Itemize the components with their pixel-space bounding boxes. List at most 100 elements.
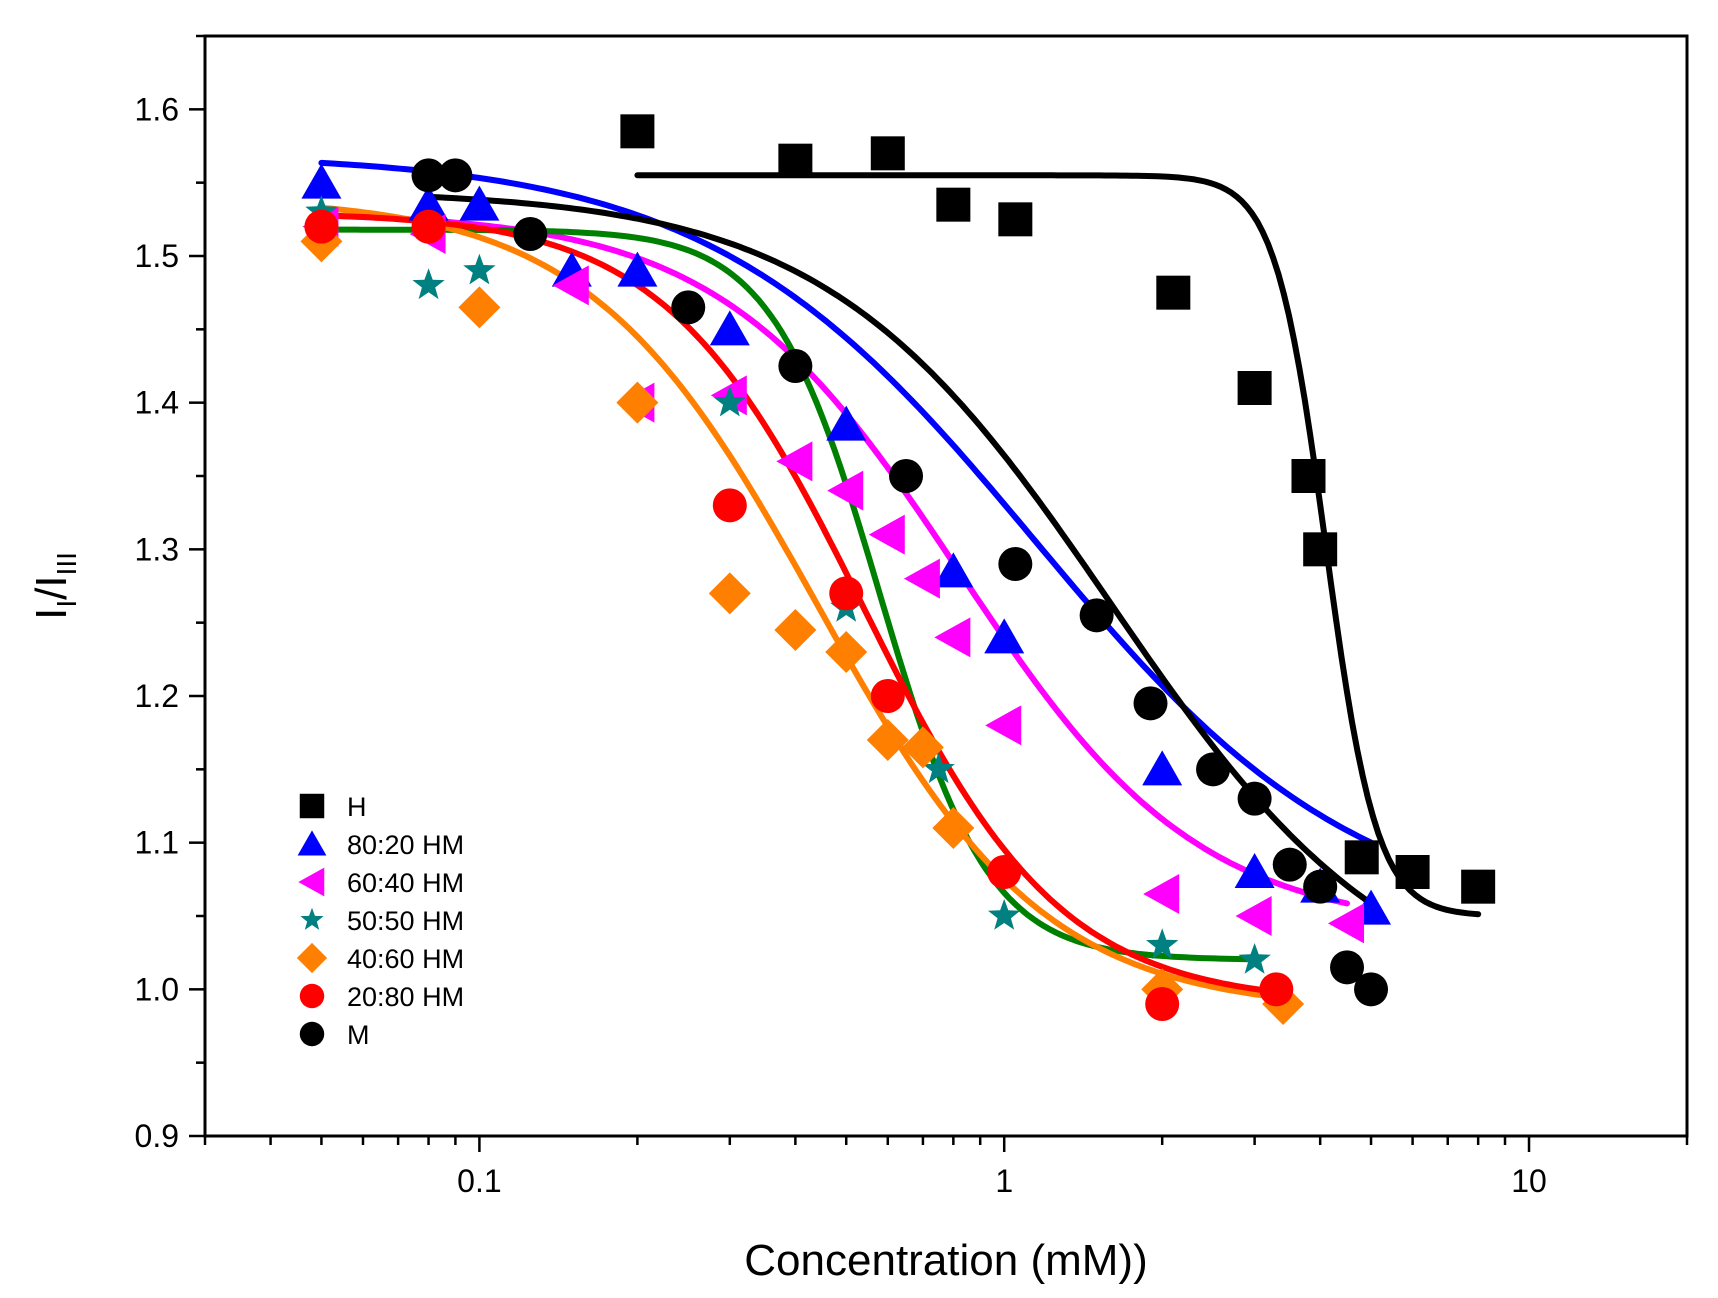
data-point-h (998, 202, 1033, 237)
legend-label-h: H (347, 792, 367, 822)
data-point-60-40-hm (985, 705, 1022, 746)
data-point-60-40-hm (1235, 896, 1272, 936)
legend-label-20-80-hm: 20:80 HM (347, 982, 464, 1012)
legend-marker-40-60-hm (296, 942, 328, 974)
data-point-h (1395, 855, 1430, 889)
data-point-60-40-hm (903, 558, 940, 599)
data-point-80-20-hm (709, 310, 750, 346)
legend-marker-20-80-hm (299, 983, 325, 1009)
y-axis-label-sub1: I (51, 600, 82, 608)
data-point-m (998, 547, 1033, 581)
data-point-h (1461, 869, 1496, 904)
x-axis-label: Concentration (mM)) (744, 1236, 1147, 1285)
fit-curve-60-40-hm (318, 212, 1350, 907)
legend: H 80:20 HM 60:40 HM 50:50 HM 40:60 HM 20:80 H… (296, 792, 464, 1050)
data-point-40-60-hm (825, 631, 868, 673)
data-point-m (438, 158, 473, 193)
fit-curve-40-60-hm (318, 204, 1287, 1001)
legend-marker-60-40-hm (298, 867, 325, 897)
data-point-60-40-hm (1143, 874, 1180, 914)
data-point-m (1133, 686, 1168, 721)
data-point-h (620, 114, 655, 149)
legend-label-60-40-hm: 60:40 HM (347, 868, 464, 898)
data-point-80-20-hm (984, 618, 1025, 654)
data-point-40-60-hm (708, 572, 751, 615)
x-tick-label: 0.1 (457, 1163, 501, 1199)
y-tick-label: 1.3 (135, 531, 179, 567)
data-point-20-80-hm (1259, 972, 1294, 1007)
legend-label-80-20-hm: 80:20 HM (347, 830, 464, 860)
fit-curve-h (634, 172, 1482, 918)
fit-curves (318, 159, 1482, 1001)
y-tick-label: 1.4 (135, 385, 179, 421)
legend-label-m: M (347, 1020, 370, 1050)
data-point-m (1272, 847, 1307, 882)
y-tick-label: 1.0 (135, 971, 179, 1007)
data-point-60-40-hm (776, 441, 813, 482)
data-point-40-60-hm (774, 609, 817, 651)
data-point-80-20-hm (1234, 853, 1275, 888)
y-tick-label: 1.5 (135, 238, 179, 274)
data-point-50-50-hm (1238, 943, 1271, 974)
plot-frame (203, 34, 1689, 1138)
fit-curve-m (425, 193, 1370, 904)
data-point-50-50-hm (988, 899, 1021, 930)
fit-curve-20-80-hm (318, 212, 1280, 995)
data-point-m (889, 459, 924, 493)
data-point-h (1344, 840, 1379, 875)
data-point-20-80-hm (304, 209, 339, 244)
data-point-80-20-hm (301, 163, 342, 199)
data-point-m (671, 290, 706, 325)
y-axis-label-main2: I (27, 575, 76, 587)
data-point-m (1354, 972, 1389, 1007)
data-point-m (411, 158, 446, 193)
legend-label-40-60-hm: 40:60 HM (347, 944, 464, 974)
y-tick-label: 1.6 (135, 91, 179, 127)
data-point-60-40-hm (1328, 903, 1365, 944)
data-point-20-80-hm (712, 488, 747, 523)
x-tick-label: 10 (1511, 1163, 1547, 1199)
data-point-m (1330, 950, 1365, 985)
data-point-50-50-hm (713, 385, 746, 417)
data-point-50-50-hm (412, 268, 445, 300)
data-point-20-80-hm (1145, 987, 1180, 1021)
data-point-50-50-hm (1146, 928, 1179, 960)
data-point-h (1156, 275, 1191, 310)
y-tick-label: 1.1 (135, 825, 179, 861)
data-point-80-20-hm (1142, 750, 1183, 786)
data-point-50-50-hm (922, 752, 955, 784)
data-point-m (1196, 752, 1231, 787)
data-point-80-20-hm (826, 405, 867, 441)
y-axis: 0.9 1.0 1.1 1.2 1.3 1.4 1.5 1.6 (135, 34, 205, 1154)
data-point-40-60-hm (932, 807, 975, 849)
data-point-h (1303, 532, 1338, 567)
data-point-h (1291, 459, 1326, 493)
data-point-80-20-hm (933, 552, 974, 588)
data-point-m (513, 217, 548, 251)
data-point-20-80-hm (411, 209, 446, 244)
y-tick-label: 1.2 (135, 678, 179, 714)
legend-marker-h (299, 793, 325, 819)
x-tick-label: 1 (995, 1163, 1013, 1199)
data-point-20-80-hm (829, 576, 864, 611)
x-axis: 0.1 1 10 (203, 1136, 1689, 1199)
data-point-50-50-hm (463, 253, 496, 285)
data-point-80-20-hm (617, 251, 658, 287)
data-point-m (1079, 598, 1114, 633)
y-axis-label: II/IIII (27, 552, 82, 620)
data-point-80-20-hm (408, 185, 449, 221)
data-point-60-40-hm (552, 265, 589, 306)
data-points (300, 114, 1496, 1025)
legend-label-50-50-hm: 50:50 HM (347, 906, 464, 936)
legend-marker-m (299, 1021, 325, 1047)
data-point-h (936, 187, 971, 222)
data-point-h (778, 143, 813, 178)
y-axis-label-main: I (27, 608, 76, 620)
data-point-40-60-hm (458, 286, 501, 329)
data-point-20-80-hm (987, 855, 1022, 889)
data-point-h (870, 136, 905, 171)
y-tick-label: 0.9 (135, 1118, 179, 1154)
legend-marker-50-50-hm (300, 907, 324, 930)
data-point-m (778, 349, 813, 383)
